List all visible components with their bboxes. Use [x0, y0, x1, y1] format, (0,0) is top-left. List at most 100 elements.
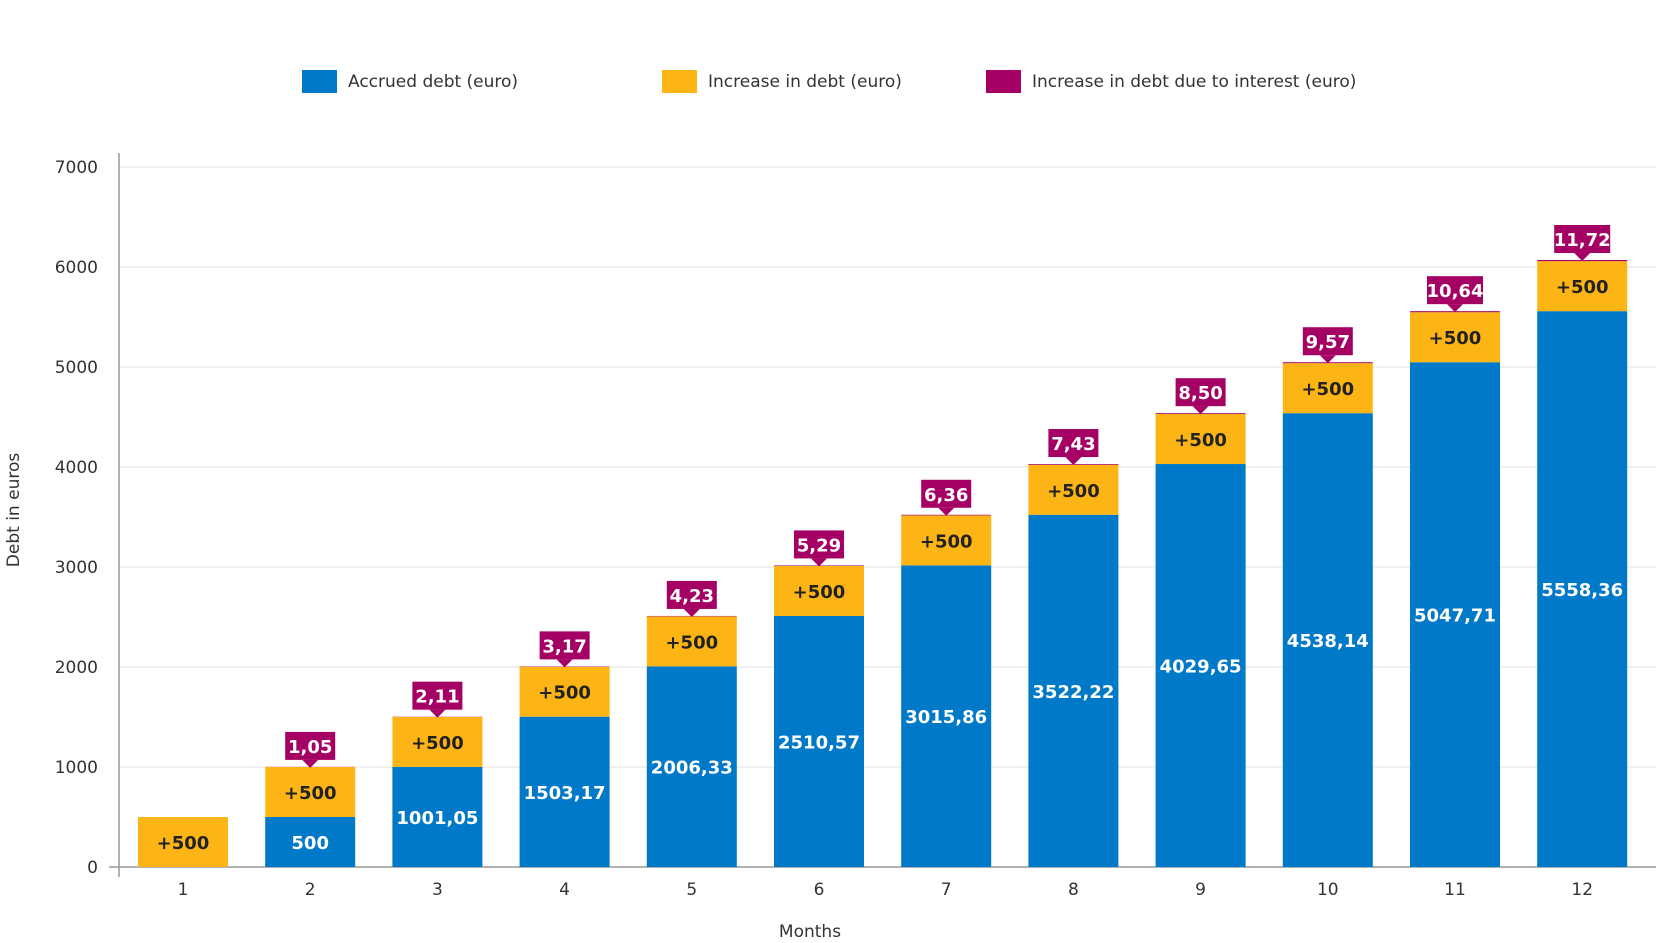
data-label-increase: +500: [411, 733, 464, 754]
bar-accrued-debt: [1028, 514, 1119, 867]
bar-accrued-debt: [1410, 362, 1500, 867]
legend-item-increase-in-debt: Increase in debt (euro): [662, 70, 902, 93]
data-label-increase: +500: [665, 632, 718, 653]
bar-increase: [646, 616, 737, 667]
bar-increase: [265, 767, 356, 817]
x-tick-label: 1: [178, 880, 189, 900]
legend-swatch: [302, 70, 337, 93]
data-label-interest: 7,43: [1051, 434, 1095, 455]
x-tick-label: 2: [305, 880, 316, 900]
legend-item-accrued-debt: Accrued debt (euro): [302, 70, 518, 93]
bar-accrued-debt: [1155, 464, 1246, 867]
interest-tag-pointer: [1065, 457, 1082, 466]
bar-increase: [774, 565, 864, 616]
interest-tag: [539, 631, 590, 660]
interest-tag: [285, 731, 336, 760]
data-label-accrued: 4029,65: [1160, 657, 1242, 678]
data-label-increase: +500: [793, 582, 846, 603]
interest-tag-pointer: [938, 507, 955, 516]
y-tick-label: 7000: [55, 158, 98, 178]
legend-label: Increase in debt due to interest (euro): [1032, 71, 1357, 92]
interest-tag: [1175, 378, 1226, 407]
bar-increase: [1537, 261, 1628, 312]
bar-accrued-debt: [519, 716, 610, 867]
interest-tag-pointer: [1192, 406, 1209, 415]
interest-tag-pointer: [1574, 252, 1591, 261]
interest-tag: [1302, 327, 1353, 356]
data-label-interest: 1,05: [288, 737, 332, 758]
bar-increase: [1028, 464, 1119, 515]
y-tick-label: 6000: [55, 258, 98, 278]
data-label-increase: +500: [1301, 379, 1354, 400]
legend-item-interest: Increase in debt due to interest (euro): [986, 70, 1356, 93]
data-label-interest: 9,57: [1306, 332, 1350, 353]
x-tick-label: 9: [1195, 880, 1206, 900]
interest-tag-pointer: [811, 558, 827, 567]
legend-label: Accrued debt (euro): [348, 71, 519, 92]
interest-tag-pointer: [556, 659, 573, 668]
interest-tag-pointer: [1319, 355, 1336, 364]
interest-tag-pointer: [429, 709, 446, 718]
y-tick-label: 3000: [55, 558, 98, 578]
data-label-accrued: 3522,22: [1032, 682, 1114, 703]
bar-increase: [519, 666, 610, 717]
x-tick-label: 7: [941, 880, 952, 900]
bar-accrued-debt: [901, 565, 992, 867]
x-tick-label: 11: [1444, 880, 1466, 900]
bar-accrued-debt: [265, 817, 356, 867]
y-axis-label: Debt in euros: [4, 453, 24, 568]
bar-increase: [1410, 312, 1500, 363]
interest-tag: [412, 681, 463, 710]
data-label-increase: +500: [157, 833, 210, 854]
y-tick-label: 4000: [55, 458, 98, 478]
data-label-accrued: 5047,71: [1414, 606, 1496, 627]
data-label-interest: 11,72: [1554, 230, 1611, 251]
data-label-accrued: 3015,86: [905, 707, 987, 728]
legend-swatch: [986, 70, 1021, 93]
data-label-interest: 8,50: [1178, 383, 1222, 404]
data-label-interest: 2,11: [415, 687, 459, 708]
y-tick-label: 0: [87, 858, 98, 878]
data-label-interest: 10,64: [1427, 281, 1484, 302]
bar-accrued-debt: [1282, 413, 1373, 867]
x-tick-label: 4: [559, 880, 570, 900]
data-label-increase: +500: [1556, 277, 1609, 298]
interest-tag: [1427, 276, 1483, 305]
data-label-increase: +500: [1174, 430, 1227, 451]
interest-tag: [1048, 429, 1099, 458]
y-tick-label: 5000: [55, 358, 98, 378]
bar-accrued-debt: [392, 766, 483, 867]
interest-tag-pointer: [1447, 304, 1463, 313]
bar-increase: [901, 515, 992, 566]
bar-increase: [1282, 363, 1373, 414]
data-label-accrued: 1001,05: [396, 808, 478, 829]
interest-tag: [794, 530, 844, 559]
interest-tag: [1554, 224, 1611, 253]
bar-accrued-debt: [646, 666, 737, 867]
x-axis-label: Months: [779, 922, 841, 942]
x-tick-label: 12: [1571, 880, 1593, 900]
interest-tag-pointer: [302, 759, 319, 768]
interest-tag-pointer: [683, 608, 700, 617]
x-tick-label: 6: [814, 880, 825, 900]
data-label-increase: +500: [1047, 481, 1100, 502]
data-label-accrued: 2510,57: [778, 732, 860, 753]
interest-tag: [921, 479, 972, 508]
data-label-increase: +500: [284, 783, 337, 804]
x-tick-label: 10: [1317, 880, 1339, 900]
data-label-accrued: 1503,17: [524, 783, 606, 804]
x-tick-label: 5: [686, 880, 697, 900]
bar-accrued-debt: [774, 615, 864, 867]
data-label-increase: +500: [538, 683, 591, 704]
data-label-interest: 3,17: [542, 636, 586, 657]
x-tick-label: 8: [1068, 880, 1079, 900]
interest-tag: [666, 580, 717, 609]
y-tick-label: 1000: [55, 758, 98, 778]
data-label-interest: 5,29: [797, 535, 841, 556]
y-tick-label: 2000: [55, 658, 98, 678]
data-label-interest: 4,23: [670, 586, 714, 607]
legend-swatch: [662, 70, 697, 93]
data-label-accrued: 500: [291, 833, 329, 854]
data-label-accrued: 4538,14: [1287, 631, 1369, 652]
data-label-increase: +500: [920, 531, 973, 552]
